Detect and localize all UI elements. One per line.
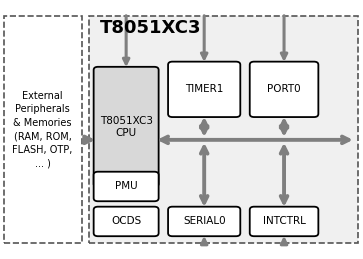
Text: PORT0: PORT0 [267,84,301,94]
Text: SERIAL0: SERIAL0 [183,217,225,226]
Text: OCDS: OCDS [111,217,141,226]
Text: T8051XC3
CPU: T8051XC3 CPU [99,116,153,138]
FancyBboxPatch shape [94,172,159,201]
Bar [89,16,358,243]
FancyBboxPatch shape [94,207,159,236]
FancyBboxPatch shape [168,62,240,117]
Text: TIMER1: TIMER1 [185,84,223,94]
FancyBboxPatch shape [94,67,159,187]
FancyBboxPatch shape [250,62,318,117]
Text: INTCTRL: INTCTRL [262,217,306,226]
Text: T8051XC3: T8051XC3 [100,19,201,37]
Text: PMU: PMU [115,182,138,191]
Text: External
Peripherals
& Memories
(RAM, ROM,
FLASH, OTP,
... ): External Peripherals & Memories (RAM, RO… [12,90,73,169]
Bar [4,16,82,243]
FancyBboxPatch shape [168,207,240,236]
FancyBboxPatch shape [250,207,318,236]
